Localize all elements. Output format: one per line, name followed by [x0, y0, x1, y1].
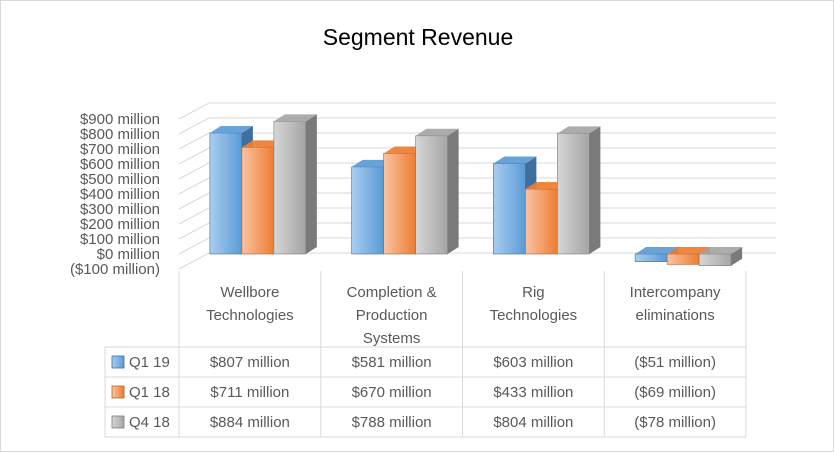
gridlines	[178, 102, 776, 270]
bar-top	[699, 247, 743, 254]
legend-swatch	[111, 385, 125, 399]
data-table: Wellbore Technologies Completion & Producti…	[104, 271, 747, 438]
data-label: ($78 million)	[634, 414, 716, 431]
bar-front	[383, 153, 416, 255]
data-label: $788 million	[352, 414, 432, 431]
bar-top	[635, 247, 679, 254]
bar-front	[351, 166, 384, 255]
bar-front	[209, 132, 243, 255]
data-label: $807 million	[210, 354, 290, 371]
bar-side	[589, 126, 601, 254]
bar-top	[667, 247, 711, 254]
data-label: $804 million	[493, 414, 573, 431]
y-tick-label: $200 million	[80, 216, 160, 233]
bar	[273, 114, 317, 255]
y-tick-label: $400 million	[80, 186, 160, 203]
bars	[209, 114, 743, 266]
bar-front	[273, 121, 307, 255]
bar-top	[209, 125, 253, 133]
y-tick-label: $300 million	[80, 201, 160, 218]
y-tick-label: $900 million	[80, 111, 160, 128]
bar-front	[698, 253, 732, 266]
y-tick-label: ($100 million)	[70, 261, 160, 278]
bar-top	[557, 126, 601, 134]
bar-front	[525, 188, 558, 255]
bar	[557, 126, 601, 255]
data-label: $711 million	[210, 384, 289, 401]
y-tick-label: $500 million	[80, 171, 160, 188]
gridline	[178, 117, 776, 135]
y-tick-label: $100 million	[80, 231, 160, 248]
data-label: ($69 million)	[634, 384, 716, 401]
y-tick-label: $800 million	[80, 126, 160, 143]
bar-side	[447, 128, 459, 254]
data-label: $581 million	[352, 354, 432, 371]
y-tick-label: $600 million	[80, 156, 160, 173]
bar-front	[493, 163, 526, 255]
bar-top	[493, 156, 537, 164]
y-tick-label: $700 million	[80, 141, 160, 158]
data-label: $603 million	[493, 354, 573, 371]
category-label: Rig Technologies	[490, 284, 578, 324]
bar-side	[731, 247, 743, 266]
bar-front	[666, 253, 700, 265]
legend-series-name: Q1 18	[129, 384, 170, 401]
legend-series-name: Q1 19	[129, 354, 170, 371]
data-label: $884 million	[210, 414, 290, 431]
legend-swatch	[111, 415, 125, 429]
data-label: ($51 million)	[634, 354, 716, 371]
bar	[698, 247, 743, 266]
legend-swatch	[111, 355, 125, 369]
bar-top	[415, 128, 459, 136]
data-label: $670 million	[352, 384, 432, 401]
y-tick-label: $0 million	[97, 246, 160, 263]
gridline	[178, 102, 776, 120]
data-label: $433 million	[493, 384, 573, 401]
y-axis-tick-labels: ($100 million)$0 million$100 million$200…	[70, 111, 160, 278]
category-label: Wellbore Technologies	[206, 284, 294, 324]
bar-front	[241, 147, 275, 255]
bar-top	[273, 114, 317, 122]
category-label: Completion & Production Systems	[347, 284, 437, 347]
legend-series-name: Q4 18	[129, 414, 170, 431]
chart-title: Segment Revenue	[323, 24, 514, 50]
bar-front	[634, 253, 668, 262]
category-label: Intercompany eliminations	[630, 284, 721, 324]
bar-front	[557, 133, 590, 255]
bar-side	[305, 114, 317, 255]
bar-front	[415, 135, 448, 255]
bar	[415, 128, 459, 255]
